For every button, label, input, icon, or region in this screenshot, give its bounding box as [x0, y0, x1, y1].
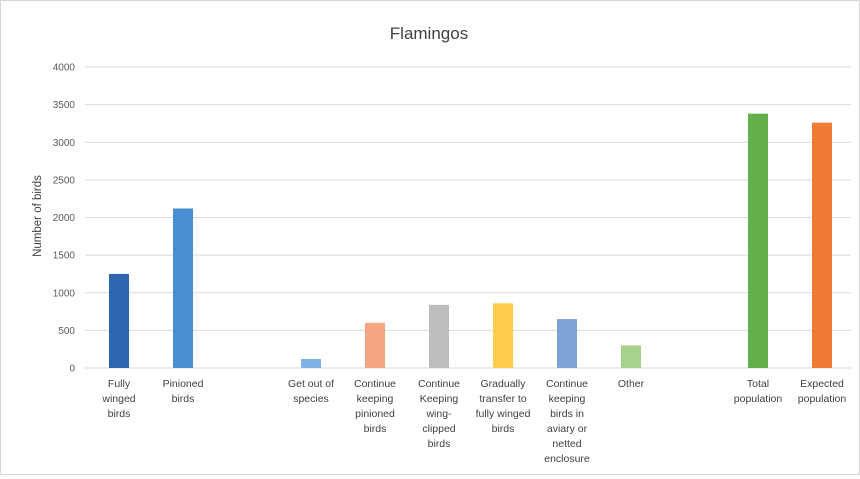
x-category-label-line: birds in	[550, 408, 584, 420]
x-axis-category-labels: Fully winged birds Pinioned birds Get out of s…	[101, 378, 846, 465]
bar	[493, 303, 513, 368]
bar	[365, 322, 385, 368]
x-category-label-line: birds	[428, 438, 451, 450]
x-category-label: Fully winged birds	[101, 378, 135, 420]
x-category-label: Other	[618, 378, 645, 390]
x-category-label: Pinioned birds	[163, 378, 204, 405]
bar	[109, 273, 129, 368]
x-category-label-line: population	[798, 393, 847, 405]
bar	[621, 345, 641, 368]
x-category-label-line: Total	[747, 378, 769, 390]
x-category-label: Total population	[734, 378, 783, 405]
x-category-label: Continue keeping birds in aviary or netted en…	[544, 378, 590, 465]
x-category-label-line: pinioned	[355, 408, 395, 420]
bars	[109, 113, 832, 368]
x-category-label: Continue Keeping wing-clipped birds	[418, 378, 460, 450]
x-category-label-line: fully winged	[476, 408, 531, 420]
chart-title: Flamingos	[390, 24, 468, 43]
y-tick-label: 4000	[53, 63, 76, 74]
bar	[301, 358, 321, 368]
bar	[557, 319, 577, 368]
bar	[812, 122, 832, 368]
x-category-label: Expected population	[798, 378, 847, 405]
x-category-label-line: Fully	[108, 378, 131, 390]
x-category-label-line: transfer to	[479, 393, 526, 405]
x-category-label-line: winged	[101, 393, 135, 405]
gridlines	[85, 66, 851, 369]
x-category-label-line: Continue	[354, 378, 396, 390]
x-category-label-line: wing-	[425, 408, 452, 420]
x-category-label-line: birds	[108, 408, 131, 420]
y-tick-label: 2500	[53, 175, 76, 186]
y-tick-label: 1500	[53, 251, 76, 262]
x-category-label-line: aviary or	[547, 423, 588, 435]
y-axis-ticks: 0 500 1000 1500 2000 2500 3000 3500 4000	[53, 63, 76, 375]
x-category-label-line: population	[734, 393, 783, 405]
x-category-label-line: Expected	[800, 378, 844, 390]
y-tick-label: 3000	[53, 138, 76, 149]
x-category-label-line: Gradually	[481, 378, 527, 390]
x-category-label-line: Continue	[546, 378, 588, 390]
x-category-label-line: Other	[618, 378, 645, 390]
y-tick-label: 2000	[53, 213, 76, 224]
x-category-label-line: Get out of	[288, 378, 334, 390]
x-category-label: Get out of species	[288, 378, 334, 405]
y-tick-label: 500	[58, 326, 75, 337]
x-category-label-line: birds	[492, 423, 515, 435]
y-axis-label: Number of birds	[32, 175, 44, 257]
x-category-label-line: Keeping	[420, 393, 459, 405]
bar	[429, 304, 449, 368]
y-tick-label: 1000	[53, 288, 76, 299]
bar	[748, 113, 768, 368]
bar	[173, 208, 193, 368]
x-category-label-line: enclosure	[544, 453, 590, 465]
x-category-label-line: Continue	[418, 378, 460, 390]
x-category-label-line: clipped	[422, 423, 455, 435]
x-category-label-line: keeping	[357, 393, 394, 405]
x-category-label-line: birds	[172, 393, 195, 405]
x-category-label-line: species	[293, 393, 329, 405]
x-category-label-line: keeping	[549, 393, 586, 405]
x-category-label: Gradually transfer to fully winged birds	[476, 378, 531, 435]
y-tick-label: 0	[69, 364, 75, 375]
y-tick-label: 3500	[53, 100, 76, 111]
x-category-label-line: Pinioned	[163, 378, 204, 390]
x-category-label-line: netted	[552, 438, 581, 450]
x-category-label-line: birds	[364, 423, 387, 435]
x-category-label: Continue keeping pinioned birds	[354, 378, 396, 435]
